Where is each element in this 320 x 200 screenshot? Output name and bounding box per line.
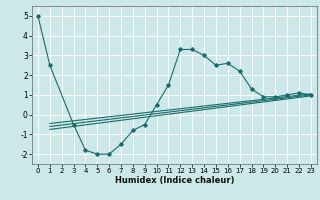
X-axis label: Humidex (Indice chaleur): Humidex (Indice chaleur) — [115, 176, 234, 185]
